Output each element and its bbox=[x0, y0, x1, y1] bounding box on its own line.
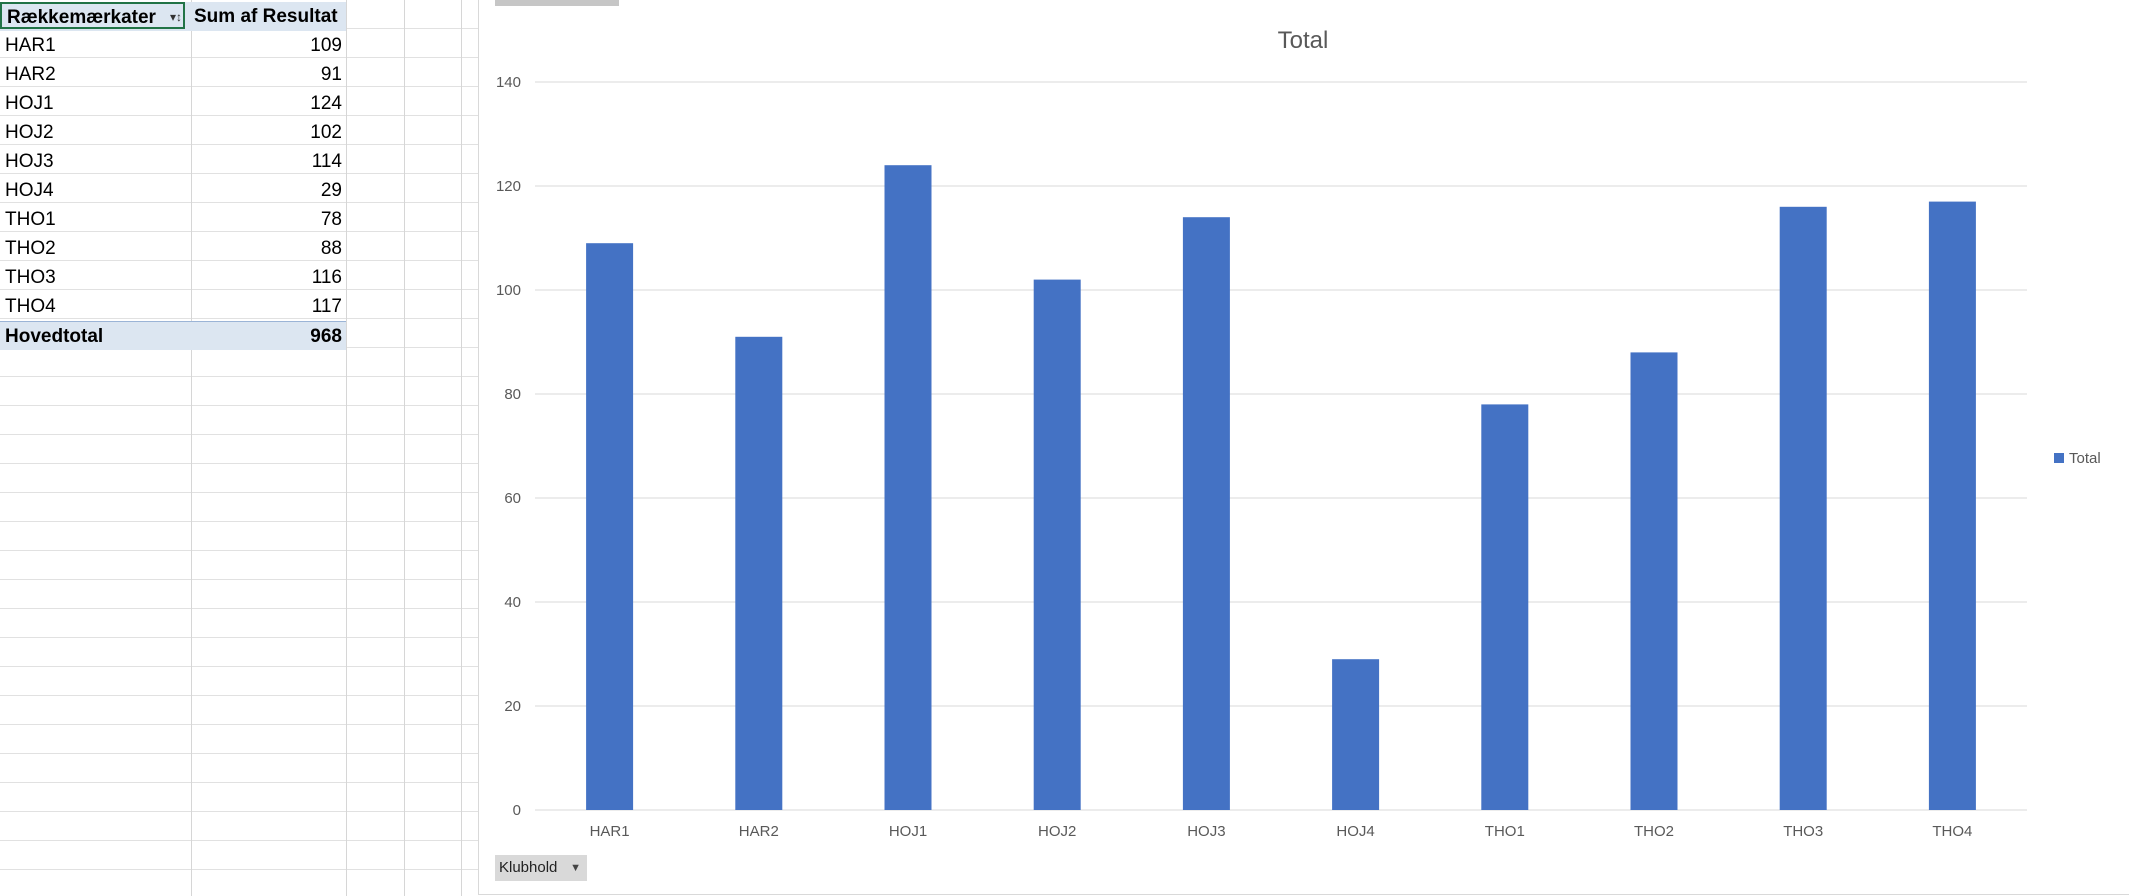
pivot-row[interactable]: THO1 78 bbox=[0, 205, 346, 234]
field-button-label: Klubhold bbox=[499, 859, 558, 876]
bars bbox=[586, 165, 1976, 811]
y-tick-label: 80 bbox=[504, 386, 521, 403]
pivot-row-value: 102 bbox=[310, 122, 342, 143]
total-value: 968 bbox=[310, 326, 342, 347]
pivot-row[interactable]: HOJ3 114 bbox=[0, 147, 346, 176]
row-labels-header[interactable]: Rækkemærkater bbox=[0, 2, 185, 29]
pivot-row-value: 88 bbox=[320, 238, 342, 259]
bar-har2[interactable] bbox=[735, 336, 783, 810]
pivot-header-row: Rækkemærkater ▾↕ Sum af Resultat bbox=[0, 2, 346, 31]
filter-sort-icon[interactable]: ▾↕ bbox=[169, 10, 183, 24]
pivot-row-value: 117 bbox=[311, 296, 342, 317]
bar-hoj2[interactable] bbox=[1033, 279, 1081, 811]
bar-hoj4[interactable] bbox=[1332, 659, 1380, 810]
y-tick-label: 20 bbox=[504, 698, 521, 715]
pivot-rows: HAR1 109 HAR2 91 HOJ1 124 HOJ2 102 HOJ3 114 HOJ4 29… bbox=[0, 31, 346, 321]
pivot-row-value: 116 bbox=[311, 267, 342, 288]
pivot-row-value: 109 bbox=[310, 35, 342, 56]
pivot-row-label: HOJ2 bbox=[5, 122, 54, 143]
pivot-row[interactable]: HOJ4 29 bbox=[0, 176, 346, 205]
pivot-row[interactable]: HOJ2 102 bbox=[0, 118, 346, 147]
x-tick-label: HOJ1 bbox=[889, 823, 927, 840]
pivot-row-value: 78 bbox=[320, 209, 342, 230]
bar-hoj1[interactable] bbox=[884, 165, 932, 810]
x-tick-label: THO1 bbox=[1485, 823, 1525, 840]
bar-chart: 0 20 40 60 80 100 120 140 HAR1 HAR2 HOJ1 HOJ2 HOJ3 HO… bbox=[496, 27, 2101, 840]
pivot-row-label: HOJ1 bbox=[5, 93, 54, 114]
pivot-row-label: HAR1 bbox=[5, 35, 56, 56]
x-tick-label: HAR2 bbox=[739, 823, 779, 840]
pivot-row-label: HOJ3 bbox=[5, 151, 54, 172]
bar-tho2[interactable] bbox=[1630, 352, 1678, 810]
pivot-row-label: THO4 bbox=[5, 296, 56, 317]
pivot-row-label: HOJ4 bbox=[5, 180, 54, 201]
bar-tho3[interactable] bbox=[1779, 206, 1827, 811]
x-tick-label: HAR1 bbox=[590, 823, 630, 840]
y-tick-label: 120 bbox=[496, 178, 521, 195]
x-tick-label: THO2 bbox=[1634, 823, 1674, 840]
bar-tho4[interactable] bbox=[1928, 201, 1976, 811]
y-tick-label: 140 bbox=[496, 74, 521, 91]
pivot-row[interactable]: HAR1 109 bbox=[0, 31, 346, 60]
x-tick-label: HOJ2 bbox=[1038, 823, 1076, 840]
pivot-row-value: 114 bbox=[311, 151, 342, 172]
total-label: Hovedtotal bbox=[5, 326, 104, 347]
gridlines bbox=[535, 81, 2027, 811]
legend-label: Total bbox=[2069, 450, 2101, 467]
y-tick-label: 60 bbox=[504, 490, 521, 507]
chart-top-field-button[interactable] bbox=[495, 0, 619, 6]
pivot-total-row[interactable]: Hovedtotal 968 bbox=[0, 321, 346, 350]
y-tick-label: 40 bbox=[504, 594, 521, 611]
pivot-row[interactable]: THO2 88 bbox=[0, 234, 346, 263]
pivot-row-label: THO3 bbox=[5, 267, 56, 288]
column-divider bbox=[404, 0, 405, 896]
pivot-row[interactable]: THO4 117 bbox=[0, 292, 346, 321]
pivot-row[interactable]: HOJ1 124 bbox=[0, 89, 346, 118]
y-tick-label: 0 bbox=[513, 802, 521, 819]
chart-area[interactable]: 0 20 40 60 80 100 120 140 HAR1 HAR2 HOJ1 HOJ2 HOJ3 HO… bbox=[478, 0, 2129, 895]
dropdown-arrow-icon: ▼ bbox=[570, 862, 581, 874]
pivot-table: Rækkemærkater ▾↕ Sum af Resultat HAR1 109… bbox=[0, 2, 346, 350]
pivot-row-label: THO1 bbox=[5, 209, 56, 230]
x-tick-label: THO4 bbox=[1932, 823, 1972, 840]
chart-title[interactable]: Total bbox=[1278, 27, 1329, 54]
bar-tho1[interactable] bbox=[1481, 404, 1529, 810]
column-divider bbox=[346, 0, 347, 896]
column-divider bbox=[461, 0, 462, 896]
x-tick-label: HOJ4 bbox=[1336, 823, 1374, 840]
pivot-row-value: 29 bbox=[320, 180, 342, 201]
legend[interactable]: Total bbox=[2054, 450, 2101, 467]
bar-hoj3[interactable] bbox=[1182, 217, 1230, 810]
sum-header[interactable]: Sum af Resultat bbox=[194, 6, 338, 27]
x-tick-label: THO3 bbox=[1783, 823, 1823, 840]
pivot-row-label: THO2 bbox=[5, 238, 56, 259]
pivot-row-value: 124 bbox=[310, 93, 342, 114]
pivot-row-value: 91 bbox=[320, 64, 342, 85]
x-tick-label: HOJ3 bbox=[1187, 823, 1225, 840]
legend-swatch bbox=[2054, 453, 2064, 463]
column-divider bbox=[191, 0, 192, 896]
pivot-row-label: HAR2 bbox=[5, 64, 56, 85]
pivot-row[interactable]: THO3 116 bbox=[0, 263, 346, 292]
pivot-row[interactable]: HAR2 91 bbox=[0, 60, 346, 89]
y-tick-label: 100 bbox=[496, 282, 521, 299]
bar-har1[interactable] bbox=[586, 243, 634, 810]
axis-labels: 0 20 40 60 80 100 120 140 HAR1 HAR2 HOJ1 HOJ2 HOJ3 HO… bbox=[496, 74, 1972, 840]
klubhold-field-button[interactable]: Klubhold ▼ bbox=[495, 855, 587, 881]
